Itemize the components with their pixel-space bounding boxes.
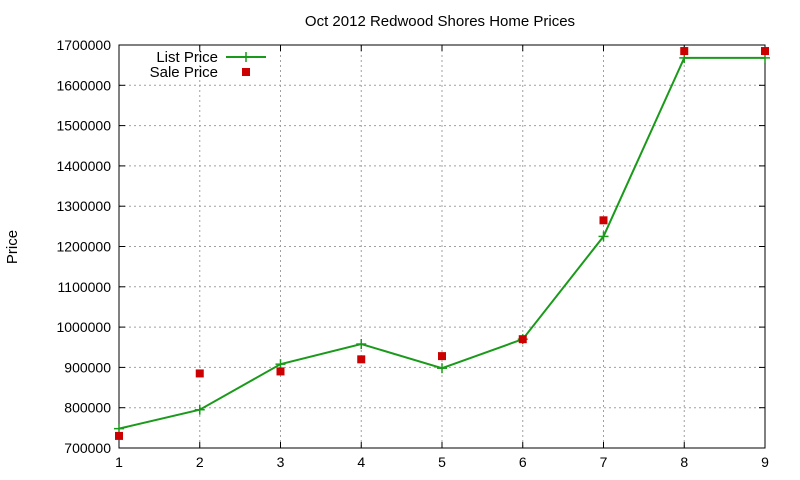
x-tick-label: 3 <box>277 454 285 470</box>
y-tick-label: 1200000 <box>56 239 111 255</box>
list-price-point <box>437 363 447 374</box>
y-tick-label: 700000 <box>64 440 111 456</box>
list-price-point <box>598 231 609 242</box>
x-tick-label: 5 <box>438 454 446 470</box>
sale-price-point <box>518 335 527 344</box>
sale-price-point <box>680 47 689 56</box>
y-tick-label: 1700000 <box>56 37 111 53</box>
x-tick-label: 1 <box>115 454 123 470</box>
series-layer <box>114 47 770 440</box>
x-tick-label: 9 <box>761 454 769 470</box>
sale-price-point <box>357 355 366 364</box>
axis-ticks: 700000 800000 900000 1000000 1100000 1200000 1… <box>56 37 769 470</box>
chart-title: Oct 2012 Redwood Shores Home Prices <box>305 13 575 30</box>
y-tick-label: 1400000 <box>56 158 111 174</box>
y-axis-label: Price <box>4 230 21 264</box>
y-tick-label: 1300000 <box>56 198 111 214</box>
sale-price-point <box>115 431 123 440</box>
y-tick-label: 1500000 <box>56 118 111 134</box>
x-tick-label: 4 <box>357 454 365 470</box>
legend-label: Sale Price <box>150 64 218 81</box>
sale-price-point <box>195 369 204 378</box>
grid <box>119 45 765 448</box>
sale-price-point <box>276 367 285 376</box>
sale-price-point <box>761 47 769 56</box>
x-tick-label: 7 <box>600 454 608 470</box>
sale-price-point <box>599 216 608 225</box>
y-tick-label: 1600000 <box>56 77 111 93</box>
x-tick-label: 6 <box>519 454 527 470</box>
y-tick-label: 800000 <box>64 400 111 416</box>
list-price-point <box>194 404 205 415</box>
legend-label: List Price <box>156 49 218 66</box>
list-price-point <box>356 339 367 350</box>
y-tick-label: 1100000 <box>58 279 112 295</box>
y-tick-label: 900000 <box>64 359 111 375</box>
sale-price-point <box>438 352 446 361</box>
y-tick-label: 1000000 <box>56 319 111 335</box>
legend-square-marker <box>242 68 250 76</box>
x-tick-label: 2 <box>196 454 204 470</box>
x-tick-label: 8 <box>680 454 688 470</box>
legend-cross-marker <box>241 52 251 62</box>
